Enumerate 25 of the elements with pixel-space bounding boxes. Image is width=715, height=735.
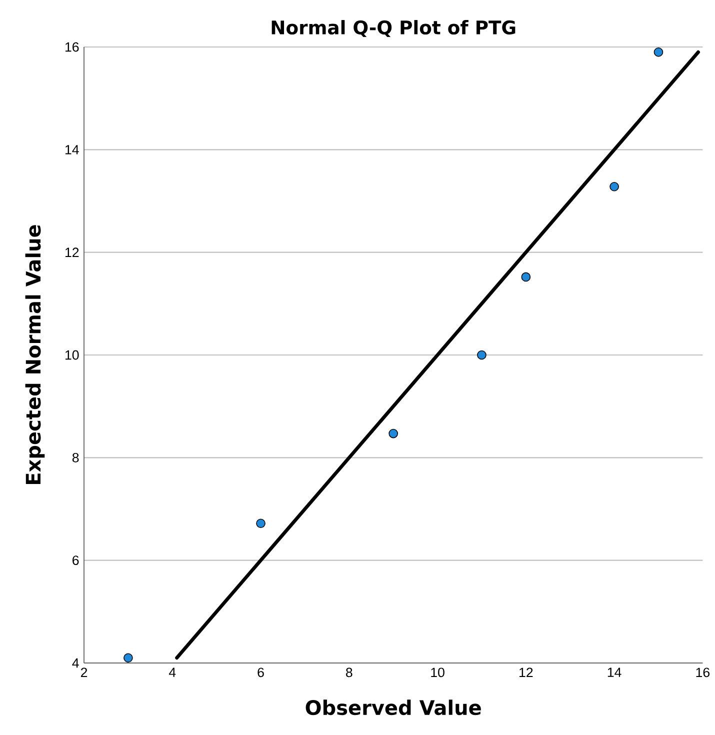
point — [477, 350, 486, 360]
x-tick-label: 2 — [80, 668, 88, 678]
x-tick-label: 6 — [258, 668, 264, 678]
point — [654, 47, 664, 57]
point — [388, 428, 398, 438]
y-tick-label: 6 — [72, 556, 79, 566]
x-tick-label: 14 — [608, 668, 622, 677]
point — [610, 182, 619, 192]
x-tick-label: 8 — [346, 668, 352, 678]
x-tick-label: 4 — [168, 668, 176, 677]
point — [124, 653, 133, 663]
y-tick-label: 12 — [65, 248, 79, 257]
point — [521, 272, 531, 282]
x-tick-label: 16 — [696, 668, 710, 678]
y-axis-title: Expected Normal Value — [25, 225, 45, 484]
x-tick-label: 10 — [431, 668, 444, 678]
y-tick-label: 4 — [72, 658, 79, 668]
point — [256, 518, 266, 528]
chart-title: Normal Q-Q Plot of PTG — [272, 20, 516, 37]
y-tick-label: 10 — [65, 350, 79, 360]
x-tick-label: 12 — [520, 668, 533, 678]
y-tick-label: 14 — [65, 145, 79, 154]
y-tick-label: 16 — [65, 42, 79, 52]
x-axis-title: Observed Value — [306, 700, 481, 716]
y-tick-label: 8 — [72, 452, 79, 462]
